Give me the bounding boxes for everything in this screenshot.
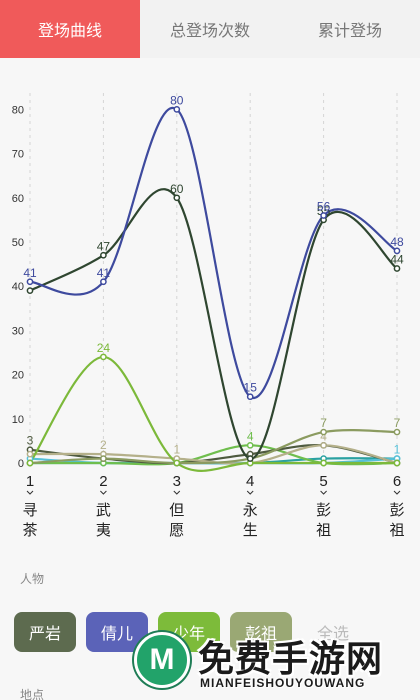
x-tick-mark [246,490,254,495]
x-category-label: 永 [243,502,258,519]
chip-person-4[interactable]: 彭祖 [230,612,292,652]
data-label: 47 [97,239,111,253]
site-watermark: M 免费手游网 MIANFEISHOUYOUWANG [130,628,420,700]
data-point [26,450,34,458]
x-tick-mark [320,490,327,495]
data-point [393,459,401,467]
data-point [173,194,181,202]
x-tick-mark [100,490,107,495]
data-point [246,455,254,462]
data-label: 7 [320,416,327,430]
data-point [393,247,401,255]
data-point [320,212,327,219]
watermark-title: 免费手游网 [198,638,384,679]
data-label: 48 [390,235,404,249]
data-point [393,265,401,272]
y-tick-label: 80 [12,104,24,116]
chip-person-1[interactable]: 严岩 [14,612,76,652]
x-tick-label: 1 [26,473,34,490]
data-label: 1 [173,443,180,457]
data-point [173,106,181,113]
x-tick-mark [26,490,34,495]
data-label: 7 [394,416,401,430]
x-tick-label: 6 [393,473,401,490]
data-point [246,393,254,401]
series-line [29,428,398,465]
data-label: 41 [97,266,111,280]
x-category-label: 彭 [316,502,331,519]
data-label: 24 [97,341,111,355]
x-tick-mark [393,490,401,495]
y-tick-label: 30 [12,325,24,337]
series-line [29,444,398,465]
data-point [100,353,107,361]
y-tick-label: 60 [12,193,24,205]
data-point [100,251,107,259]
x-category-label: 寻 [22,502,37,519]
data-label: 44 [390,253,404,267]
places-section-label: 地点 [20,688,45,700]
data-point [320,441,327,449]
y-tick-label: 10 [12,414,24,426]
x-category-label: 祖 [316,522,331,539]
tab-appearance-curve[interactable]: 登场曲线 [0,0,140,58]
data-label: 2 [100,438,107,452]
series-line [29,188,398,460]
data-label: 55 [317,204,331,218]
data-point [320,428,327,436]
data-label: 80 [170,93,184,107]
series-line [29,106,398,399]
data-label: 56 [317,199,331,213]
y-tick-label: 0 [18,458,24,470]
chip-person-2[interactable]: 倩儿 [86,612,148,652]
data-label: 4 [247,429,254,443]
x-category-label: 生 [243,522,258,539]
people-chip-list: 严岩 倩儿 少年 彭祖 全选 [14,612,364,652]
data-label: 41 [23,266,37,280]
x-category-label: 祖 [389,522,404,539]
data-point [100,278,107,286]
data-point [100,455,107,462]
tab-cumulative-appearances[interactable]: 累计登场 [317,23,382,40]
y-tick-label: 50 [12,237,24,249]
data-label: 1 [394,443,401,457]
tab-bar: 登场曲线 总登场次数 累计登场 [0,0,420,58]
watermark-logo-icon: M [134,632,190,688]
x-tick-label: 5 [319,473,327,490]
data-point [26,287,34,294]
select-all-chip[interactable]: 全选 [316,626,349,643]
x-category-label: 茶 [22,522,37,539]
data-label: 15 [244,381,258,395]
people-section-label: 人物 [20,572,45,586]
data-point [393,428,401,436]
x-category-label: 愿 [169,522,184,539]
data-point [246,441,254,449]
data-label: 4 [320,429,327,443]
y-tick-label: 20 [12,370,24,382]
data-point [320,459,327,467]
data-point [26,459,34,467]
x-tick-label: 4 [246,473,254,490]
data-point [173,459,181,467]
x-category-label: 夷 [96,522,111,539]
data-point [26,278,34,286]
x-tick-label: 3 [173,473,181,490]
tab-total-appearances[interactable]: 总登场次数 [169,23,250,40]
watermark-subtitle: MIANFEISHOUYOUWANG [200,676,366,690]
y-tick-label: 70 [12,149,24,161]
y-tick-label: 40 [12,281,24,293]
data-label: 3 [27,434,34,448]
x-tick-mark [173,490,181,495]
data-label: 60 [170,182,184,196]
x-tick-label: 2 [99,473,107,490]
x-category-label: 武 [96,502,111,519]
x-category-label: 但 [169,502,184,519]
x-category-label: 彭 [389,502,404,519]
